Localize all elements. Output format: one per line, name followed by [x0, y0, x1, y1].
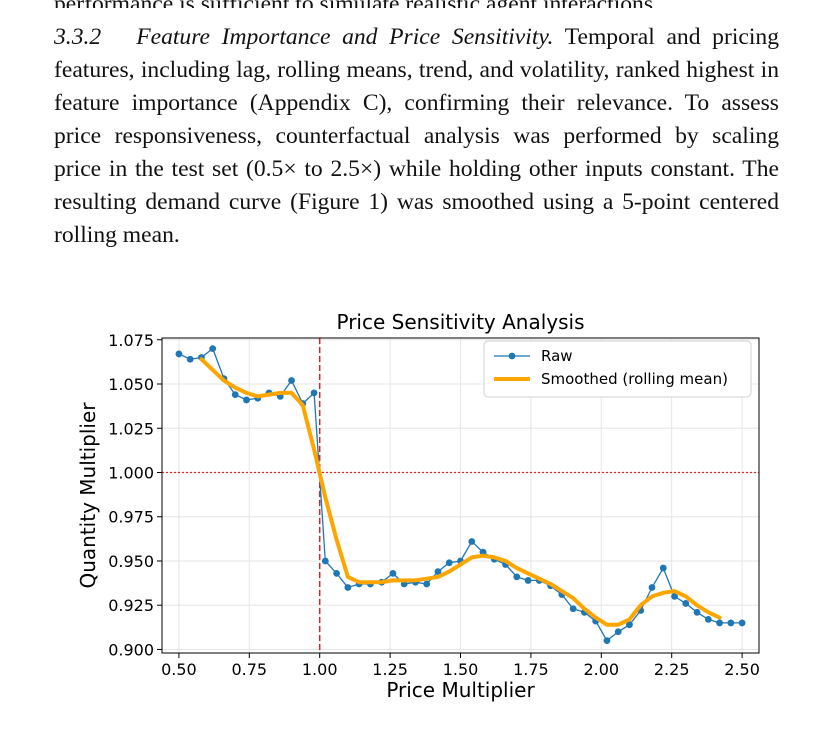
x-tick-label: 1.50 — [443, 660, 479, 679]
legend-box — [483, 340, 752, 398]
raw-data-point — [626, 621, 633, 629]
y-tick-label: 0.925 — [108, 596, 154, 615]
raw-data-point — [243, 396, 250, 404]
raw-data-point — [231, 391, 239, 399]
x-tick-label: 1.00 — [302, 660, 338, 679]
raw-data-point — [704, 615, 712, 623]
raw-data-point — [738, 619, 746, 627]
x-tick-label: 0.50 — [161, 660, 197, 679]
legend-raw-label: Raw — [541, 347, 573, 365]
raw-data-point — [693, 608, 701, 616]
raw-data-point — [468, 538, 476, 545]
raw-data-point — [727, 619, 735, 627]
figure-1: Price Sensitivity Analysis 0.50 0.75 1.00 1.… — [0, 300, 834, 720]
previous-paragraph-line: performance is sufficient to simulate re… — [54, 0, 779, 8]
raw-data-point — [434, 568, 442, 575]
chart-title: Price Sensitivity Analysis — [336, 310, 584, 334]
raw-data-point — [389, 569, 397, 577]
raw-data-point — [186, 355, 194, 363]
x-tick-label: 2.00 — [583, 660, 619, 679]
y-tick-label: 1.075 — [108, 331, 154, 350]
y-tick-label: 0.900 — [108, 640, 154, 659]
raw-data-point — [648, 584, 656, 591]
raw-data-point — [659, 564, 667, 572]
raw-data-point — [716, 619, 723, 627]
raw-data-point — [344, 584, 352, 591]
raw-data-point — [321, 557, 329, 565]
raw-data-point — [209, 345, 217, 353]
raw-data-point — [614, 628, 622, 636]
smoothed-series-line — [199, 357, 722, 627]
y-tick-label: 1.025 — [108, 419, 154, 438]
paper-text: performance is sufficient to simulate re… — [54, 0, 779, 252]
raw-data-point — [333, 569, 340, 577]
y-tick-label: 1.000 — [108, 463, 154, 482]
section-number: 3.3.2 — [54, 24, 102, 50]
x-tick-label: 2.25 — [654, 660, 690, 679]
section-heading: Feature Importance and Price Sensitivity… — [136, 24, 554, 50]
raw-data-point — [524, 577, 532, 584]
price-sensitivity-chart: Price Sensitivity Analysis 0.50 0.75 1.00 1.… — [76, 310, 760, 702]
x-tick-label: 1.25 — [372, 660, 408, 679]
raw-data-point — [569, 605, 577, 613]
y-tick-label: 0.975 — [108, 508, 154, 527]
raw-data-point — [479, 548, 487, 556]
section-body: Temporal and pricing features, including… — [54, 24, 780, 248]
plot-frame — [161, 337, 760, 654]
y-tick-label: 0.950 — [108, 552, 154, 571]
legend-smoothed-label: Smoothed (rolling mean) — [541, 370, 728, 388]
raw-data-point — [603, 637, 611, 645]
legend-raw-marker — [508, 352, 516, 360]
raw-data-point — [682, 600, 690, 607]
section-paragraph: 3.3.2 Feature Importance and Price Sensi… — [54, 21, 779, 252]
raw-data-point — [671, 592, 678, 600]
raw-data-point — [288, 377, 295, 384]
x-axis-label: Price Multiplier — [386, 678, 535, 702]
y-axis-label: Quantity Multiplier — [76, 402, 100, 589]
raw-data-point — [175, 350, 183, 358]
x-tick-label: 1.75 — [513, 660, 549, 679]
raw-data-point — [513, 573, 521, 581]
y-tick-label: 1.050 — [108, 375, 154, 394]
raw-data-point — [310, 389, 318, 397]
raw-data-point — [423, 580, 431, 588]
raw-data-point — [445, 559, 453, 567]
x-tick-label: 0.75 — [231, 660, 267, 679]
x-tick-label: 2.50 — [724, 660, 760, 679]
